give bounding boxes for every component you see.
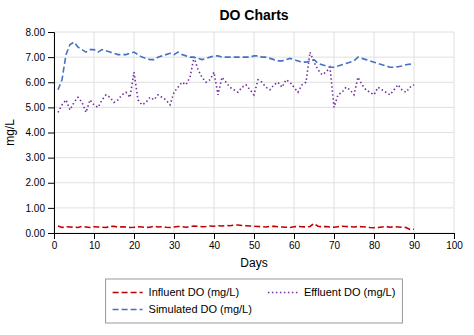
tick-mark: [48, 82, 54, 83]
legend-label: Effluent DO (mg/L): [304, 286, 396, 298]
legend-label: Simulated DO (mg/L): [149, 303, 252, 315]
tick-mark: [48, 233, 54, 234]
legend-entry: Effluent DO (mg/L): [268, 286, 396, 298]
x-axis-title: Days: [240, 256, 267, 270]
tick-label: 40: [209, 240, 221, 251]
tick: 3.00: [26, 152, 54, 163]
tick-label: 0: [52, 240, 58, 251]
tick-label: 10: [89, 240, 101, 251]
grid-line: [54, 32, 454, 33]
grid-line: [54, 207, 454, 208]
series-line: [58, 42, 414, 90]
y-axis: 0.00 1.00 2.00 3.00 4.00 5.00 6.00 7.00 8.00: [26, 27, 55, 239]
tick-label: 3.00: [26, 152, 46, 163]
y-axis-title: mg/L: [3, 119, 17, 146]
tick-label: 8.00: [26, 27, 46, 38]
tick: 90: [409, 233, 421, 251]
legend-entry: Influent DO (mg/L): [113, 286, 239, 298]
plot-area: [58, 42, 414, 229]
tick-mark: [214, 233, 215, 239]
tick-mark: [48, 32, 54, 33]
tick: 6.00: [26, 77, 54, 88]
tick-label: 80: [369, 240, 381, 251]
tick: 1.00: [26, 203, 54, 214]
tick-mark: [48, 183, 54, 184]
tick: 7.00: [26, 52, 54, 63]
grid-line: [54, 107, 454, 108]
tick-mark: [94, 233, 95, 239]
grid: [54, 32, 454, 233]
tick-mark: [48, 208, 54, 209]
tick-mark: [48, 57, 54, 58]
tick-mark: [374, 233, 375, 239]
tick-label: 5.00: [26, 102, 46, 113]
tick: 20: [129, 233, 141, 251]
tick-mark: [454, 233, 455, 239]
tick: 40: [209, 233, 221, 251]
tick-mark: [294, 233, 295, 239]
chart: 0 10 20 30 40 50 60 70 80 90 100 0.00 1.00 2.00 3.00 4.…: [0, 0, 474, 335]
tick-label: 2.00: [26, 177, 46, 188]
tick: 0.00: [26, 228, 54, 239]
grid-line: [54, 82, 454, 83]
tick: 60: [289, 233, 301, 251]
tick-mark: [48, 133, 54, 134]
tick: 50: [249, 233, 261, 251]
tick: 0: [52, 233, 58, 251]
tick-mark: [48, 158, 54, 159]
tick-label: 30: [169, 240, 181, 251]
legend-swatch: [113, 309, 143, 311]
tick: 30: [169, 233, 181, 251]
tick: 2.00: [26, 177, 54, 188]
tick-mark: [414, 233, 415, 239]
tick-label: 1.00: [26, 203, 46, 214]
legend-entry: Simulated DO (mg/L): [113, 303, 252, 315]
grid-line: [54, 57, 454, 58]
tick-label: 60: [289, 240, 301, 251]
tick-mark: [174, 233, 175, 239]
legend-swatch: [268, 292, 298, 294]
series-line: [58, 223, 414, 229]
x-axis: 0 10 20 30 40 50 60 70 80 90 100: [52, 233, 464, 251]
tick: 70: [329, 233, 341, 251]
axis-line: [48, 33, 55, 234]
tick-mark: [334, 233, 335, 239]
legend-frame: [106, 279, 403, 323]
tick-mark: [254, 233, 255, 239]
tick-label: 90: [409, 240, 421, 251]
tick-label: 50: [249, 240, 261, 251]
tick: 4.00: [26, 127, 54, 138]
legend: Influent DO (mg/L) Effluent DO (mg/L) Simu…: [106, 279, 403, 323]
tick-label: 70: [329, 240, 341, 251]
grid-line: [54, 132, 454, 133]
title: DO Charts: [219, 7, 288, 23]
grid-line: [54, 157, 454, 158]
legend-swatch: [113, 292, 143, 294]
tick: 8.00: [26, 27, 54, 38]
tick: 80: [369, 233, 381, 251]
tick-label: 20: [129, 240, 141, 251]
tick-label: 7.00: [26, 52, 46, 63]
grid-line: [54, 182, 454, 183]
axis-line: [55, 234, 455, 240]
series-line: [58, 52, 414, 112]
tick: 100: [446, 233, 463, 251]
tick-label: 4.00: [26, 127, 46, 138]
tick-label: 6.00: [26, 77, 46, 88]
legend-label: Influent DO (mg/L): [149, 286, 239, 298]
tick-mark: [48, 107, 54, 108]
tick: 10: [89, 233, 101, 251]
tick-label: 0.00: [26, 228, 46, 239]
tick: 5.00: [26, 102, 54, 113]
tick-mark: [134, 233, 135, 239]
tick-label: 100: [446, 240, 463, 251]
